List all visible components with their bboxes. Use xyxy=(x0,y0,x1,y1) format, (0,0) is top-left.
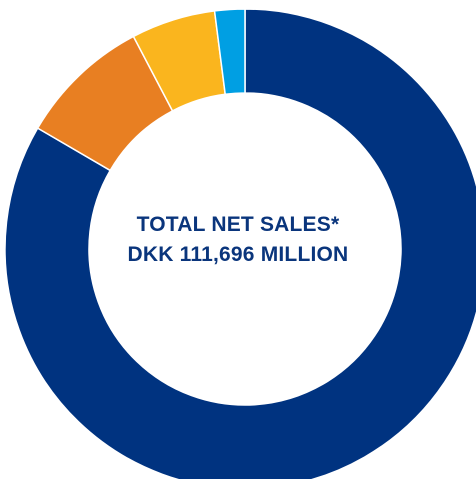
donut-slice-4 xyxy=(213,8,246,96)
donut-slice-1 xyxy=(4,8,476,479)
donut-slices xyxy=(4,8,476,479)
